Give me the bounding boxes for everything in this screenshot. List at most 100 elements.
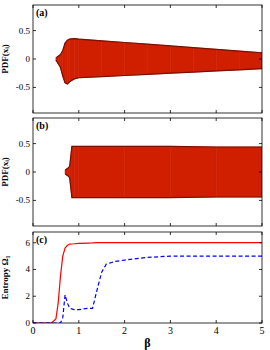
band-edge (56, 39, 262, 58)
band-edge (65, 174, 262, 198)
x-tick (170, 110, 171, 113)
x-tick (124, 320, 125, 323)
x-tick (124, 110, 125, 113)
x-tick-label: 5 (260, 325, 265, 336)
x-tick (262, 232, 263, 235)
series-line (33, 256, 262, 323)
x-tick (78, 110, 79, 113)
x-tick-label: 3 (168, 325, 173, 336)
x-tick (262, 5, 263, 8)
x-tick (262, 110, 263, 113)
y-tick-label: -0.5 (16, 195, 31, 205)
y-tick (33, 143, 36, 144)
panel-label: (a) (36, 7, 48, 19)
y-tick (33, 30, 36, 31)
panel-label: (c) (36, 234, 47, 246)
x-tick (124, 5, 125, 8)
plot-area (56, 39, 262, 84)
x-tick (170, 118, 171, 121)
x-tick (33, 5, 34, 8)
x-tick (170, 223, 171, 226)
x-tick (170, 232, 171, 235)
x-tick (124, 118, 125, 121)
x-tick (170, 320, 171, 323)
frame (33, 118, 262, 226)
x-tick (170, 5, 171, 8)
y-axis-label: Entropy Ω₁ (0, 255, 10, 299)
x-tick (262, 223, 263, 226)
y-axis-label: PDF(xᵢ) (0, 157, 10, 187)
y-tick-label: 0 (26, 54, 31, 64)
x-tick-label: 0 (31, 325, 36, 336)
x-tick-label: 4 (214, 325, 219, 336)
x-tick (78, 5, 79, 8)
plot-area (65, 146, 262, 197)
y-tick (259, 172, 262, 173)
x-tick (216, 223, 217, 226)
y-tick-label: 0 (26, 167, 31, 177)
density-band (72, 146, 74, 197)
x-tick (78, 232, 79, 235)
density-band (216, 49, 239, 71)
x-tick (78, 320, 79, 323)
y-tick (259, 200, 262, 201)
density-band (170, 46, 193, 73)
y-tick (33, 59, 36, 60)
y-tick-label: 0.5 (19, 139, 31, 149)
density-band (79, 146, 125, 197)
y-tick (259, 30, 262, 31)
y-tick (259, 296, 262, 297)
x-axis-label: β (144, 336, 150, 350)
density-band (79, 39, 102, 78)
y-tick (259, 323, 262, 324)
density-band (74, 146, 79, 197)
density-band (125, 43, 148, 76)
band-edge (65, 146, 262, 170)
density-band (125, 146, 171, 197)
y-tick-label: 0 (26, 318, 31, 328)
y-axis-label: PDF(xᵢ) (0, 44, 10, 74)
y-tick (259, 59, 262, 60)
x-tick (124, 232, 125, 235)
y-tick (259, 269, 262, 270)
series-line (33, 243, 262, 323)
x-tick (33, 320, 34, 323)
panel-label: (b) (36, 120, 48, 132)
y-tick (33, 323, 36, 324)
x-tick (216, 320, 217, 323)
x-tick (78, 118, 79, 121)
y-tick (259, 143, 262, 144)
x-tick (33, 223, 34, 226)
y-tick (33, 296, 36, 297)
density-band (239, 51, 262, 70)
y-tick (33, 200, 36, 201)
x-tick-label: 1 (76, 325, 81, 336)
x-tick (78, 223, 79, 226)
y-tick-label: 0.5 (19, 26, 31, 36)
x-tick (262, 320, 263, 323)
y-tick (33, 87, 36, 88)
x-tick (216, 118, 217, 121)
x-tick (33, 110, 34, 113)
density-band (216, 147, 262, 197)
y-tick (33, 269, 36, 270)
y-tick-label: 2 (26, 291, 31, 301)
x-tick (33, 232, 34, 235)
density-band (65, 40, 67, 84)
density-band (70, 39, 75, 82)
x-tick (262, 118, 263, 121)
x-tick (124, 223, 125, 226)
y-tick (33, 172, 36, 173)
y-tick-label: -0.5 (16, 82, 31, 92)
density-band (102, 41, 125, 77)
density-band (74, 39, 79, 79)
x-tick (33, 118, 34, 121)
frame (33, 232, 262, 323)
y-tick (259, 87, 262, 88)
x-tick-label: 2 (122, 325, 127, 336)
density-band (148, 44, 171, 74)
plot-area (33, 243, 262, 323)
density-band (193, 48, 216, 72)
x-tick (216, 110, 217, 113)
x-tick (216, 5, 217, 8)
